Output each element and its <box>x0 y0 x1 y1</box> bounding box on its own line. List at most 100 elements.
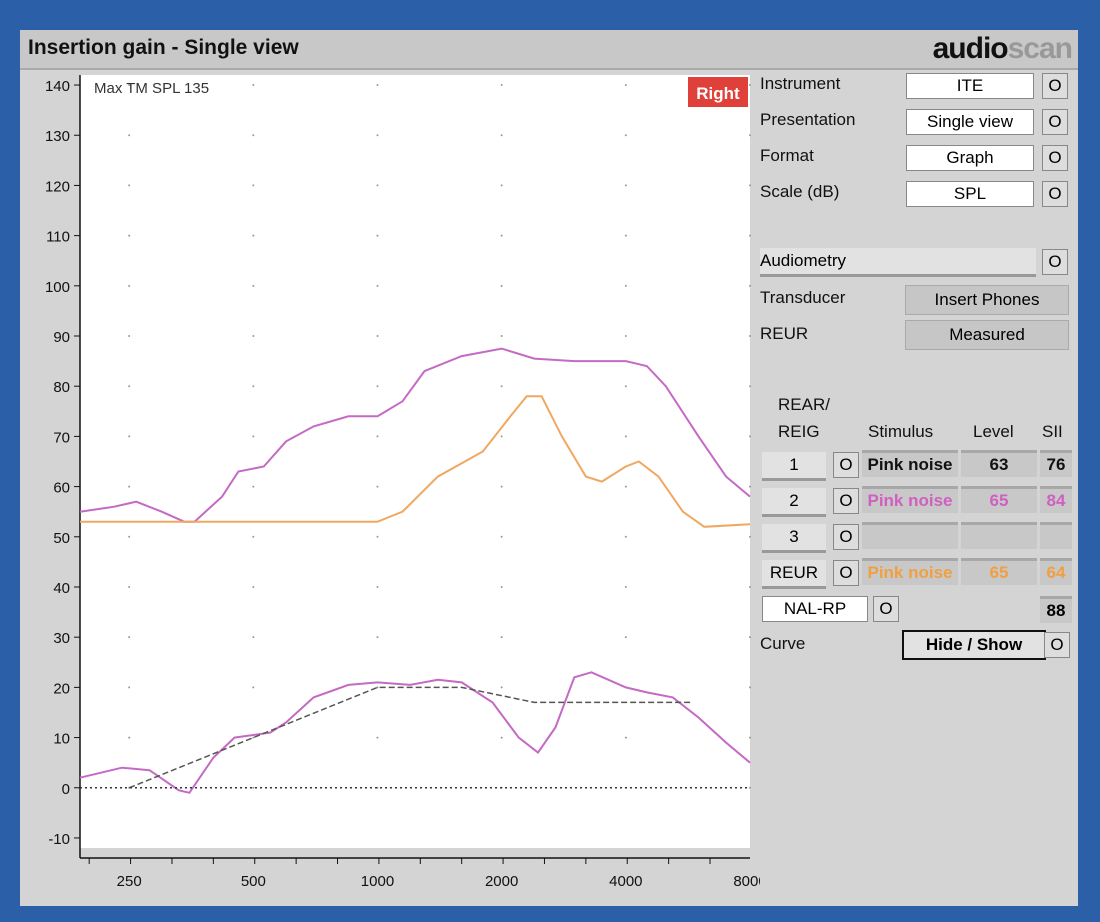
knob-icon[interactable]: O <box>1042 145 1068 171</box>
grid-dot <box>749 84 751 87</box>
grid-dot <box>128 184 131 187</box>
grid-dot <box>128 535 131 538</box>
grid-dot <box>252 385 255 388</box>
grid-dot <box>376 686 379 689</box>
curve-button-2[interactable]: 2 <box>762 488 826 517</box>
grid-dot <box>128 84 131 87</box>
grid-dot <box>376 485 379 488</box>
grid-dot <box>749 435 751 438</box>
grid-dot <box>500 234 503 237</box>
grid-dot <box>749 535 751 538</box>
grid-dot <box>624 535 627 538</box>
grid-dot <box>624 184 627 187</box>
grid-dot <box>749 686 751 689</box>
target-rule-select[interactable]: NAL-RP <box>762 596 868 622</box>
grid-dot <box>500 686 503 689</box>
grid-dot <box>749 284 751 287</box>
grid-dot <box>252 485 255 488</box>
grid-dot <box>624 234 627 237</box>
grid-dot <box>624 435 627 438</box>
sii-cell <box>1040 522 1072 549</box>
sii-cell: 64 <box>1040 558 1072 585</box>
grid-dot <box>128 385 131 388</box>
insertion-gain-chart: 1401301201101009080706050403020100-10250… <box>45 75 760 890</box>
grid-dot <box>624 84 627 87</box>
grid-dot <box>252 585 255 588</box>
grid-dot <box>376 84 379 87</box>
grid-dot <box>500 485 503 488</box>
plot-area <box>80 75 750 848</box>
y-tick-label: 100 <box>45 279 70 296</box>
knob-icon[interactable]: O <box>1042 249 1068 275</box>
table-header-rear: REAR/ <box>778 395 830 414</box>
setting-value-scale[interactable]: SPL <box>906 181 1034 207</box>
grid-dot <box>128 234 131 237</box>
curve-button-3[interactable]: 3 <box>762 524 826 553</box>
setting-value-instrument[interactable]: ITE <box>906 73 1034 99</box>
series-line-3 <box>128 686 693 789</box>
y-tick-label: 40 <box>53 580 70 597</box>
grid-dot <box>128 585 131 588</box>
grid-dot <box>500 636 503 639</box>
series-line-2 <box>79 671 751 794</box>
grid-dot <box>376 736 379 739</box>
grid-dot <box>500 535 503 538</box>
y-tick-label: 110 <box>46 229 70 246</box>
stimulus-cell <box>862 522 958 549</box>
knob-icon[interactable]: O <box>1044 632 1070 658</box>
audiometry-button[interactable]: Audiometry <box>760 248 1036 277</box>
grid-dot <box>252 84 255 87</box>
y-tick-label: 30 <box>53 630 70 647</box>
knob-icon[interactable]: O <box>833 488 859 514</box>
page-title: Insertion gain - Single view <box>28 36 299 59</box>
knob-icon[interactable]: O <box>1042 109 1068 135</box>
setting-value-format[interactable]: Graph <box>906 145 1034 171</box>
grid-dot <box>749 786 751 789</box>
grid-dot <box>376 184 379 187</box>
grid-dot <box>500 134 503 137</box>
grid-dot <box>252 435 255 438</box>
transducer-value: Insert Phones <box>905 285 1069 315</box>
grid-dot <box>749 385 751 388</box>
y-tick-label: 50 <box>53 530 70 547</box>
knob-icon[interactable]: O <box>833 452 859 478</box>
grid-dot <box>749 485 751 488</box>
grid-dot <box>500 385 503 388</box>
curve-button-1[interactable]: 1 <box>762 452 826 481</box>
max-spl-annotation: Max TM SPL 135 <box>94 80 209 97</box>
y-tick-label: 80 <box>53 379 70 396</box>
knob-icon[interactable]: O <box>833 524 859 550</box>
grid-dot <box>500 435 503 438</box>
knob-icon[interactable]: O <box>1042 181 1068 207</box>
setting-label: Scale (dB) <box>760 182 840 201</box>
curve-button-reur[interactable]: REUR <box>762 560 826 589</box>
ear-badge <box>688 77 748 107</box>
grid-dot <box>749 736 751 739</box>
curve-label: Curve <box>760 634 806 653</box>
grid-dot <box>376 385 379 388</box>
y-tick-label: 120 <box>45 178 70 195</box>
hide-show-button[interactable]: Hide / Show <box>902 630 1046 660</box>
x-tick-label: 2000 <box>485 873 518 890</box>
grid-dot <box>128 435 131 438</box>
table-header-level: Level <box>973 422 1014 441</box>
grid-dot <box>500 585 503 588</box>
grid-dot <box>500 284 503 287</box>
grid-dot <box>376 636 379 639</box>
knob-icon[interactable]: O <box>833 560 859 586</box>
grid-dot <box>376 284 379 287</box>
y-tick-label: 90 <box>53 329 70 346</box>
grid-dot <box>500 84 503 87</box>
level-cell: 63 <box>961 450 1037 477</box>
setting-value-presentation[interactable]: Single view <box>906 109 1034 135</box>
grid-dot <box>500 736 503 739</box>
grid-dot <box>252 636 255 639</box>
knob-icon[interactable]: O <box>873 596 899 622</box>
grid-dot <box>252 134 255 137</box>
grid-dot <box>252 736 255 739</box>
knob-icon[interactable]: O <box>1042 73 1068 99</box>
grid-dot <box>624 284 627 287</box>
setting-label: Presentation <box>760 110 856 129</box>
grid-dot <box>624 385 627 388</box>
x-tick-label: 500 <box>241 873 266 890</box>
